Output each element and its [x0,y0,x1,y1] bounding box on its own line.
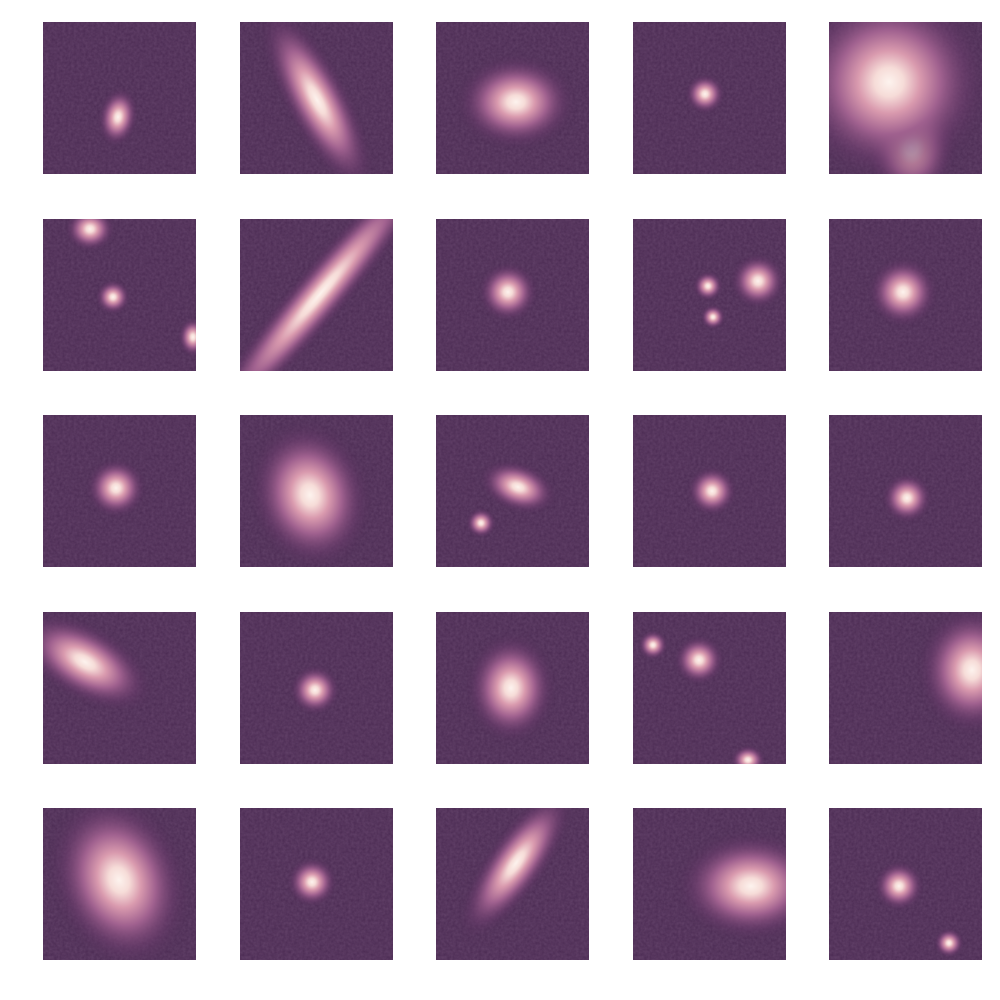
light-source [829,22,982,174]
cutout-content [436,22,589,174]
light-source [286,856,338,908]
light-source [881,472,933,524]
galaxy-cutout [829,415,982,567]
light-source [866,255,940,329]
galaxy-cutout [43,219,196,371]
light-source [673,828,786,944]
galaxy-cutout [436,415,589,567]
cutout-content [240,415,393,567]
light-source [700,304,726,330]
cutout-content [240,219,393,371]
cutout-content [633,219,786,371]
galaxy-cutout [436,219,589,371]
light-source [289,664,341,716]
light-source [933,927,965,959]
galaxy-cutout [633,612,786,764]
light-source [64,219,116,253]
light-source [177,316,196,358]
galaxy-cutout [829,612,982,764]
light-source [686,465,738,517]
galaxy-cutout [240,612,393,764]
light-source [477,458,559,516]
light-source [456,808,576,942]
cutout-content [829,808,982,960]
light-source [914,612,982,738]
light-source [673,634,725,686]
cutout-content [436,219,589,371]
light-source [43,612,156,714]
galaxy-cutout [633,22,786,174]
light-source [637,629,669,661]
cutout-content [240,22,393,174]
cutout-content [240,808,393,960]
light-source [96,86,140,148]
galaxy-cutout [43,612,196,764]
cutout-content [240,612,393,764]
light-source [257,22,377,174]
galaxy-cutout [436,808,589,960]
cutout-content [43,22,196,174]
galaxy-cutout [633,415,786,567]
cutout-content [829,612,982,764]
cutout-content [43,612,196,764]
light-source [453,52,579,152]
cutout-content [829,219,982,371]
light-source [873,860,925,912]
light-source [684,73,726,115]
cutout-content [829,22,982,174]
galaxy-cutout [240,22,393,174]
cutout-content [436,612,589,764]
cutout-content [43,415,196,567]
cutout-content [633,612,786,764]
cutout-content [633,22,786,174]
galaxy-cutout [240,415,393,567]
light-source [94,278,132,316]
light-source [729,252,786,310]
galaxy-cutout [43,22,196,174]
cutout-content [43,808,196,960]
galaxy-cutout [43,415,196,567]
galaxy-cutout [633,219,786,371]
light-source [476,260,540,324]
cutout-content [633,415,786,567]
cutout-content [829,415,982,567]
galaxy-cutout [43,808,196,960]
light-source [84,456,148,520]
light-source [45,808,193,960]
galaxy-cutout [829,219,982,371]
cutout-content [436,415,589,567]
galaxy-cutout [240,808,393,960]
cutout-content [633,808,786,960]
galaxy-cutout [436,22,589,174]
light-source [464,630,558,746]
galaxy-cutout [829,808,982,960]
galaxy-cutout [240,219,393,371]
cutout-content [436,808,589,960]
light-source [246,417,374,567]
light-source [692,270,724,302]
galaxy-cutout [436,612,589,764]
light-source [465,507,497,539]
galaxy-cutout [829,22,982,174]
galaxy-cutout [633,808,786,960]
light-source [729,744,767,764]
light-source [240,219,393,371]
cutout-content [43,219,196,371]
